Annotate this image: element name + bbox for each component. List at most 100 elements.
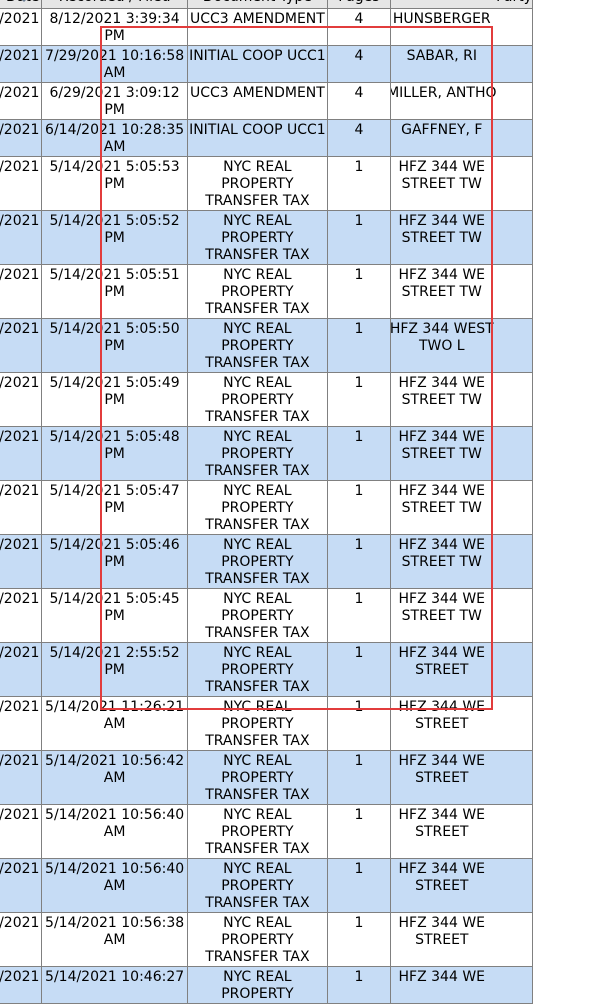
recorded-meridiem: PM [104,608,125,624]
pages-count: 1 [354,159,364,175]
pages-count: 4 [354,85,364,101]
column-header-party[interactable]: Party [389,0,534,9]
party-name-line2: TWO L [418,338,465,354]
pages-count: 1 [354,969,364,985]
pages-count: 1 [354,537,364,553]
date-cell: 6/29/2021 [0,82,43,120]
date-text: 5/14/2021 [0,699,40,715]
party-name-line2: STREET [415,878,469,894]
party-cell: HFZ 344 WE STREET TW [389,156,534,211]
date-text: 6/14/2021 [0,122,40,138]
pages-cell: 1 [327,156,391,211]
party-name-line1: HFZ 344 WE [398,915,486,931]
results-table: Date Recorded / Filed Document Type Page… [0,0,534,1004]
date-text: 6/29/2021 [0,85,40,101]
date-cell: 5/14/2021 [0,264,43,319]
pages-cell: 1 [327,264,391,319]
date-cell: 5/14/2021 [0,426,43,481]
date-text: 5/14/2021 [0,429,40,445]
party-name-line2: STREET TW [401,608,482,624]
recorded-cell: 5/14/2021 5:05:48 PM [41,426,188,481]
recorded-meridiem: AM [103,878,126,894]
recorded-datetime: 5/14/2021 5:05:49 [49,375,180,391]
document-type-line2: TRANSFER TAX [205,841,310,857]
party-name-line1: HFZ 344 WEST [390,321,494,337]
pages-count: 1 [354,483,364,499]
recorded-meridiem: PM [104,500,125,516]
column-header-document-type[interactable]: Document Type [186,0,329,9]
party-cell: HFZ 344 WE STREET TW [389,264,534,319]
recorded-datetime: 5/14/2021 10:46:27 [45,969,185,985]
table-row[interactable]: 5/14/2021 5/14/2021 10:46:27 NYC REAL PROP… [0,966,534,1004]
column-header-recorded[interactable]: Recorded / Filed [41,0,188,9]
party-cell: HFZ 344 WE STREET TW [389,210,534,265]
pages-count: 1 [354,807,364,823]
document-type-cell: NYC REAL PROPERTY TRANSFER TAX [186,588,329,643]
document-type-line2: TRANSFER TAX [205,409,310,425]
recorded-datetime: 5/14/2021 5:05:47 [49,483,180,499]
column-header-pages[interactable]: Pages [327,0,391,9]
party-name-line2: STREET TW [401,284,482,300]
recorded-meridiem: PM [104,554,125,570]
party-name-line1: HFZ 344 WE [398,807,486,823]
date-text: 5/14/2021 [0,537,40,553]
pages-count: 4 [354,122,364,138]
pages-cell: 1 [327,966,391,1004]
recorded-datetime: 5/14/2021 2:55:52 [49,645,180,661]
recorded-datetime: 8/12/2021 3:39:34 [49,11,180,27]
pages-cell: 1 [327,804,391,859]
document-type-line1: NYC REAL PROPERTY [221,753,294,786]
recorded-meridiem: PM [104,392,125,408]
party-name-line2: STREET [415,824,469,840]
recorded-meridiem: PM [104,338,125,354]
party-cell: HFZ 344 WE STREET TW [389,588,534,643]
sort-descending-icon[interactable] [13,0,36,2]
recorded-cell: 5/14/2021 5:05:51 PM [41,264,188,319]
pages-count: 1 [354,753,364,769]
party-cell: HFZ 344 WE STREET TW [389,372,534,427]
column-header-date[interactable]: Date [0,0,43,9]
recorded-cell: 5/14/2021 5:05:49 PM [41,372,188,427]
recorded-datetime: 5/14/2021 10:56:40 [45,861,185,877]
recorded-datetime: 5/14/2021 5:05:52 [49,213,180,229]
recorded-meridiem: PM [104,230,125,246]
party-name-line1: HFZ 344 WE [398,753,486,769]
recorded-meridiem: PM [104,284,125,300]
document-type-cell: NYC REAL PROPERTY TRANSFER TAX [186,318,329,373]
pages-cell: 1 [327,534,391,589]
recorded-datetime: 6/14/2021 10:28:35 [45,122,185,138]
date-cell: 6/14/2021 [0,119,43,157]
recorded-datetime: 5/14/2021 10:56:38 [45,915,185,931]
pages-count: 4 [354,11,364,27]
document-type-line2: TRANSFER TAX [205,949,310,965]
date-text: 5/14/2021 [0,321,40,337]
recorded-meridiem: AM [103,770,126,786]
document-type-line1: NYC REAL PROPERTY [221,321,294,354]
pages-count: 4 [354,48,364,64]
document-type-line1: NYC REAL PROPERTY [221,537,294,570]
recorded-datetime: 7/29/2021 10:16:58 [45,48,185,64]
recorded-meridiem: AM [103,932,126,948]
document-type-cell: NYC REAL PROPERTY TRANSFER TAX [186,264,329,319]
date-text: 5/14/2021 [0,375,40,391]
recorded-datetime: 5/14/2021 5:05:50 [49,321,180,337]
